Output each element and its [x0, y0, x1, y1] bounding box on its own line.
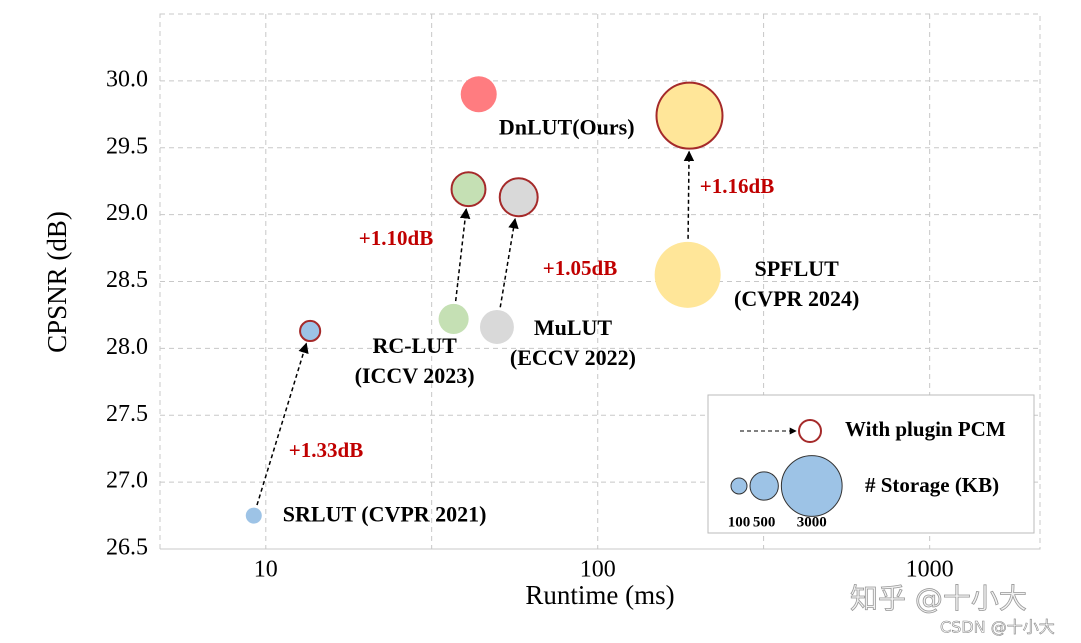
x-axis-label: Runtime (ms): [525, 580, 674, 610]
method-label: MuLUT: [534, 315, 613, 340]
gain-label: +1.16dB: [700, 174, 774, 198]
bubble: [299, 319, 322, 343]
method-label: RC-LUT: [372, 333, 457, 358]
x-tick-label: 100: [580, 557, 616, 583]
gain-arrow: [683, 150, 695, 239]
y-tick-label: 29.5: [106, 133, 148, 159]
bubble: [498, 177, 539, 218]
y-tick-label: 29.0: [106, 200, 148, 226]
y-tick-label: 27.0: [106, 468, 148, 494]
legend-pcm-marker: [798, 419, 822, 443]
legend-size-label: 100: [728, 514, 751, 530]
gain-label: +1.10dB: [359, 226, 433, 250]
y-tick-label: 26.5: [106, 535, 148, 561]
method-label: (ICCV 2023): [355, 363, 475, 388]
bubble: [450, 171, 487, 208]
bubble: [245, 507, 262, 524]
legend-size-marker: [780, 455, 843, 517]
gain-label: +1.05dB: [543, 256, 617, 280]
method-label: (CVPR 2024): [734, 286, 859, 311]
legend-size-marker: [730, 477, 748, 495]
watermark: CSDN @十小大: [940, 618, 1055, 637]
bubble: [655, 81, 724, 150]
y-tick-label: 27.5: [106, 401, 148, 427]
gain-arrow: [499, 217, 519, 308]
legend-storage-label: # Storage (KB): [865, 473, 999, 497]
bubble: [479, 310, 514, 344]
legend-size-label: 3000: [797, 514, 827, 530]
y-tick-label: 30.0: [106, 66, 148, 92]
x-tick-label: 1000: [906, 557, 954, 583]
method-label: (ECCV 2022): [510, 345, 636, 370]
y-axis-label: CPSNR (dB): [42, 211, 72, 353]
y-tick-label: 28.0: [106, 334, 148, 360]
legend-size-marker: [749, 471, 779, 501]
legend-box: [707, 394, 1035, 534]
plot-frame: [159, 13, 1041, 550]
method-label: SRLUT (CVPR 2021): [283, 502, 487, 527]
method-label: DnLUT(Ours): [499, 114, 635, 139]
x-tick-label: 10: [254, 557, 278, 583]
gain-arrow: [256, 342, 309, 506]
legend-pcm-label: With plugin PCM: [845, 417, 1006, 441]
legend-size-label: 500: [753, 514, 776, 530]
gain-arrow: [454, 208, 471, 302]
bubble: [460, 76, 497, 113]
watermark: 知乎 @十小大: [850, 582, 1027, 615]
method-label: SPFLUT: [754, 256, 839, 281]
bubble: [438, 303, 469, 334]
gain-label: +1.33dB: [289, 438, 363, 462]
y-tick-label: 28.5: [106, 267, 148, 293]
bubble: [654, 241, 721, 308]
